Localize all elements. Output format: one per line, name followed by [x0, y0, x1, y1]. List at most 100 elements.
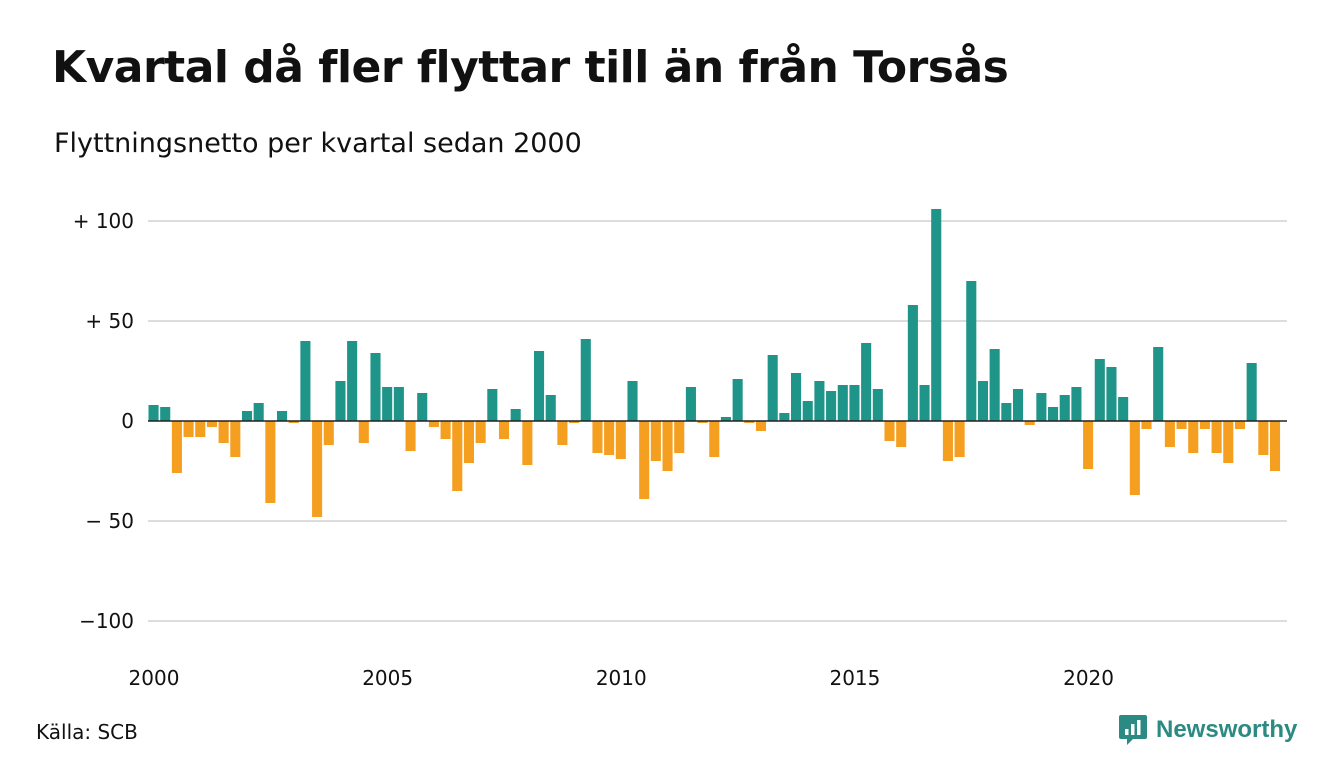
bar-negative — [463, 421, 474, 463]
bar-positive — [989, 349, 1000, 421]
bar-negative — [744, 421, 755, 423]
bar-negative — [650, 421, 661, 461]
bar-positive — [1094, 359, 1105, 421]
bar-positive — [1106, 367, 1117, 421]
bar-positive — [872, 389, 883, 421]
bar-positive — [849, 385, 860, 421]
bar-negative — [312, 421, 323, 517]
bar-positive — [791, 373, 802, 421]
bar-negative — [592, 421, 603, 453]
bar-negative — [557, 421, 568, 445]
bar-negative — [323, 421, 334, 445]
brand-name: Newsworthy — [1156, 716, 1298, 743]
bar-negative — [195, 421, 206, 437]
bar-positive — [510, 409, 521, 421]
bar-negative — [1083, 421, 1094, 469]
bar-positive — [1059, 395, 1070, 421]
bar-negative — [755, 421, 767, 431]
bar-positive — [1001, 403, 1012, 421]
y-tick-label: 0 — [121, 409, 134, 433]
bar-positive — [1048, 407, 1059, 421]
bar-positive — [370, 353, 381, 421]
source-label: Källa: SCB — [36, 720, 138, 744]
bar-negative — [475, 421, 486, 443]
bar-positive — [253, 403, 264, 421]
bar-positive — [277, 411, 288, 421]
bar-negative — [428, 421, 439, 427]
bar-positive — [1118, 397, 1129, 421]
bar-negative — [218, 421, 229, 443]
y-tick-label: −100 — [79, 609, 134, 633]
bar-negative — [1024, 421, 1035, 425]
bar-positive — [919, 385, 930, 421]
bar-positive — [837, 385, 848, 421]
bar-positive — [767, 355, 778, 421]
bar-negative — [709, 421, 720, 457]
bar-negative — [288, 421, 299, 423]
bar-negative — [1129, 421, 1140, 495]
y-tick-label: + 50 — [85, 309, 134, 333]
bar-positive — [393, 387, 404, 421]
bar-negative — [1258, 421, 1269, 455]
bar-negative — [452, 421, 463, 491]
bar-negative — [358, 421, 369, 443]
bar-negative — [615, 421, 626, 459]
bar-negative — [896, 421, 907, 447]
brand-logo[interactable]: Newsworthy — [1118, 713, 1297, 747]
bar-negative — [265, 421, 276, 503]
bar-negative — [1211, 421, 1222, 453]
bar-negative — [405, 421, 416, 451]
bar-negative — [1234, 421, 1246, 429]
bar-positive — [300, 341, 311, 421]
bar-positive — [627, 381, 638, 421]
x-tick-label: 2000 — [129, 666, 180, 690]
bar-negative — [171, 421, 182, 473]
bar-positive — [814, 381, 825, 421]
chart-subtitle: Flyttningsnetto per kvartal sedan 2000 — [54, 128, 582, 159]
bar-negative — [1176, 421, 1187, 429]
x-tick-label: 2010 — [596, 666, 647, 690]
bar-negative — [942, 421, 953, 461]
bar-negative — [884, 421, 895, 441]
bar-positive — [977, 381, 989, 421]
bar-positive — [417, 393, 428, 421]
bar-chart: + 100 + 50 0 − 50 −100 2000 2005 2010 2015 2020 — [73, 209, 1287, 690]
bar-negative — [604, 421, 615, 455]
bar-positive — [1153, 347, 1164, 421]
bar-negative — [206, 421, 217, 427]
bar-positive — [545, 395, 556, 421]
chart-title: Kvartal då fler flyttar till än från Tor… — [52, 42, 1009, 93]
bars — [148, 209, 1281, 517]
bar-positive — [732, 379, 743, 421]
bar-positive — [241, 411, 253, 421]
bar-positive — [382, 387, 393, 421]
bar-positive — [580, 339, 591, 421]
bar-negative — [674, 421, 685, 453]
bar-negative — [498, 421, 510, 439]
bar-positive — [685, 387, 696, 421]
newsworthy-logo-icon — [1119, 715, 1147, 745]
bar-positive — [534, 351, 545, 421]
bar-positive — [347, 341, 358, 421]
bar-positive — [907, 305, 918, 421]
bar-negative — [697, 421, 708, 423]
bar-positive — [802, 401, 813, 421]
bar-positive — [826, 391, 837, 421]
bar-positive — [779, 413, 790, 421]
bar-positive — [966, 281, 977, 421]
bar-positive — [1036, 393, 1047, 421]
bar-negative — [1269, 421, 1281, 471]
y-tick-label: − 50 — [85, 509, 134, 533]
bar-negative — [1188, 421, 1199, 453]
bar-negative — [1199, 421, 1210, 429]
bar-negative — [230, 421, 241, 457]
bar-positive — [148, 405, 159, 421]
bar-positive — [1071, 387, 1082, 421]
bar-positive — [1012, 389, 1024, 421]
x-tick-label: 2020 — [1063, 666, 1114, 690]
bar-positive — [931, 209, 942, 421]
bar-positive — [487, 389, 498, 421]
x-tick-label: 2005 — [362, 666, 413, 690]
bar-negative — [662, 421, 673, 471]
bar-negative — [183, 421, 194, 437]
